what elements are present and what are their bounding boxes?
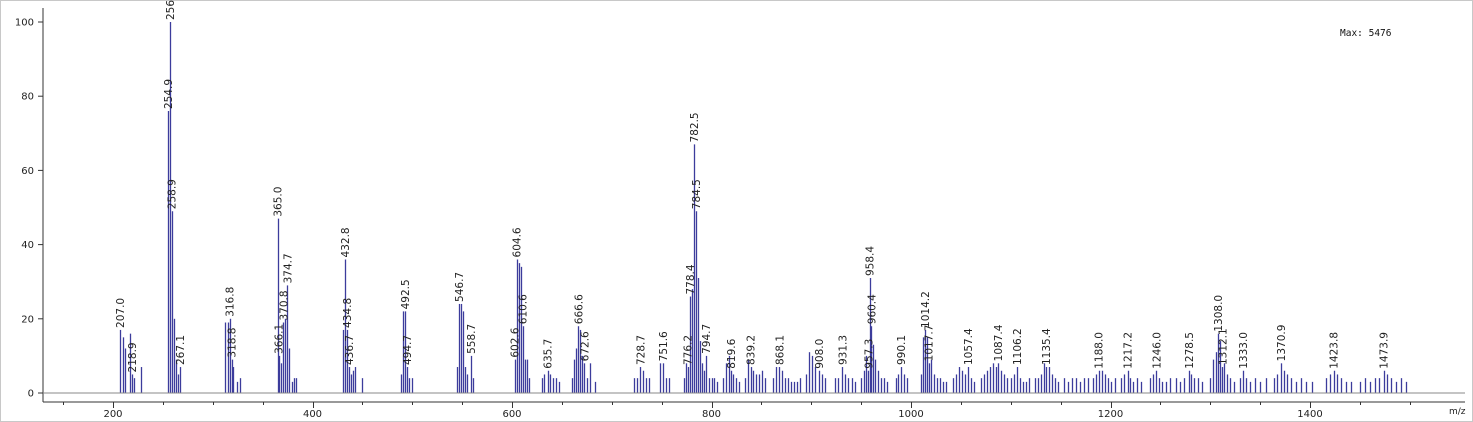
peak-label: 434.8 <box>342 298 354 328</box>
peak-label: 839.2 <box>746 335 758 365</box>
peak-label: 778.4 <box>685 264 697 294</box>
peak-label: 957.3 <box>863 339 875 369</box>
peak-label: 960.4 <box>866 294 878 324</box>
peak-label: 1308.0 <box>1213 295 1225 332</box>
peak-label: 728.7 <box>635 335 647 365</box>
y-tick-label: 40 <box>21 240 34 251</box>
peak-label: 782.5 <box>689 112 701 142</box>
peak-label: 1217.2 <box>1123 332 1135 369</box>
peak-label: 666.6 <box>573 294 585 324</box>
peak-label: 316.8 <box>225 287 237 317</box>
peak-label: 776.2 <box>683 335 695 365</box>
peak-label: 602.6 <box>510 327 522 357</box>
y-axis-ticks: 0 20 40 60 80 100 <box>15 18 43 400</box>
peak-label: 1473.9 <box>1379 332 1391 369</box>
peak-label: 794.7 <box>701 324 713 354</box>
peak-label: 207.0 <box>115 298 127 328</box>
peak-label: 990.1 <box>896 335 908 365</box>
peak-label: 604.6 <box>512 227 524 257</box>
y-tick-label: 60 <box>21 166 34 177</box>
peak-label: 908.0 <box>814 339 826 369</box>
y-tick-label: 100 <box>15 18 34 29</box>
peak-label: 218.9 <box>127 342 139 372</box>
peak-label: 494.7 <box>402 335 414 365</box>
peak-label: 1017.7 <box>924 325 936 362</box>
peak-label: 1106.2 <box>1012 328 1024 365</box>
peak-label: 1312.1 <box>1217 328 1229 365</box>
x-tick-label: 600 <box>502 409 521 420</box>
peak-label: 610.6 <box>518 294 530 324</box>
x-tick-label: 1200 <box>1098 409 1123 420</box>
peak-label: 365.0 <box>273 187 285 217</box>
peak-label: 432.8 <box>340 227 352 257</box>
peak-label: 1188.0 <box>1094 332 1106 369</box>
peak-label: 258.9 <box>167 179 179 209</box>
peak-label: 374.7 <box>282 253 294 283</box>
peak-label: 1246.0 <box>1151 332 1163 369</box>
peak-label: 370.8 <box>278 290 290 320</box>
y-tick-label: 20 <box>21 314 34 325</box>
peak-label: 931.3 <box>837 335 849 365</box>
x-tick-label: 200 <box>103 409 122 420</box>
peak-label: 267.1 <box>175 335 187 365</box>
x-tick-label: 1400 <box>1297 409 1322 420</box>
peak-label: 1333.0 <box>1238 332 1250 369</box>
peak-label: 436.7 <box>344 335 356 365</box>
axes <box>42 8 1465 403</box>
peak-label: 819.6 <box>726 338 738 368</box>
x-tick-label: 400 <box>303 409 322 420</box>
x-tick-label: 800 <box>702 409 721 420</box>
peak-label: 366.1 <box>274 324 286 354</box>
peak-label: 558.7 <box>466 324 478 354</box>
peak-label: 254.9 <box>163 79 175 109</box>
y-tick-label: 0 <box>28 389 34 400</box>
peak-label: 1423.8 <box>1329 332 1341 369</box>
peak-label: 635.7 <box>543 339 555 369</box>
peak-label: 256.9 <box>165 0 177 20</box>
peak-label: 1057.4 <box>963 328 975 365</box>
max-intensity-label: Max: 5476 <box>1340 28 1392 39</box>
y-tick-label: 80 <box>21 92 34 103</box>
peak-label: 1014.2 <box>920 291 932 328</box>
peak-label: 672.6 <box>579 331 591 361</box>
peak-label: 546.7 <box>454 272 466 302</box>
peak-label: 492.5 <box>400 279 412 309</box>
x-axis-ticks: 200 400 600 800 1000 1200 1400 <box>63 402 1411 420</box>
spectrum-bars <box>119 22 1408 393</box>
peak-label: 1087.4 <box>993 324 1005 361</box>
peak-label: 1278.5 <box>1184 332 1196 369</box>
x-tick-label: 1000 <box>898 409 923 420</box>
peak-label: 868.1 <box>774 335 786 365</box>
peak-label: 318.8 <box>227 328 239 358</box>
peak-label: 784.5 <box>691 179 703 209</box>
x-axis-unit-label: m/z <box>1449 407 1466 417</box>
peak-labels: 207.0 218.9 254.9 256.9 258.9 267.1 316.8 318.8… <box>115 0 1391 372</box>
peak-label: 1135.4 <box>1041 328 1053 365</box>
peak-label: 958.4 <box>865 246 877 276</box>
peak-label: 751.6 <box>658 331 670 361</box>
peak-label: 1370.9 <box>1276 325 1288 362</box>
